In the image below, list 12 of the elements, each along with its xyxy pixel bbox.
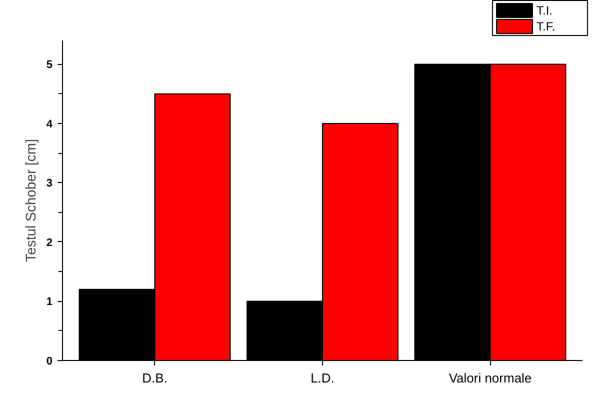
y-tick-label: 1 bbox=[46, 296, 53, 308]
y-axis-title: Testul Schober [cm] bbox=[22, 139, 38, 262]
y-tick-label: 5 bbox=[46, 59, 53, 72]
legend-label: T.I. bbox=[536, 4, 553, 18]
y-tick-label: 3 bbox=[46, 178, 53, 190]
legend-label: T.F. bbox=[536, 20, 556, 34]
y-tick-label: 0 bbox=[46, 356, 53, 368]
x-tick-label: L.D. bbox=[310, 370, 334, 386]
y-tick-label: 4 bbox=[46, 118, 54, 130]
y-tick-label: 2 bbox=[46, 236, 53, 249]
x-tick-label: D.B. bbox=[142, 370, 168, 386]
x-tick-label: Valori normale bbox=[448, 370, 532, 386]
